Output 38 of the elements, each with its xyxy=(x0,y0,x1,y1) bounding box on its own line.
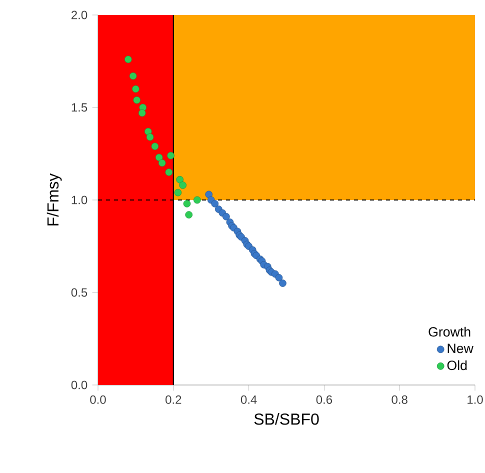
x-tick-label: 0.2 xyxy=(166,395,182,404)
point xyxy=(144,128,152,136)
x-tick-label: 0.8 xyxy=(392,395,408,404)
point xyxy=(124,56,132,64)
x-tick-label: 0.0 xyxy=(90,395,106,404)
x-tick-label: 0.6 xyxy=(316,395,332,404)
point xyxy=(176,176,184,184)
y-tick-label: 0.5 xyxy=(71,288,88,297)
point xyxy=(193,196,201,204)
point xyxy=(151,142,159,150)
point xyxy=(167,152,174,160)
point xyxy=(275,274,283,282)
point xyxy=(133,96,141,104)
point xyxy=(129,72,137,80)
y-tick-label: 1.5 xyxy=(72,103,88,112)
point xyxy=(211,200,219,208)
point xyxy=(222,212,230,220)
point xyxy=(155,154,163,162)
point xyxy=(146,133,154,141)
point xyxy=(185,211,193,218)
point xyxy=(179,182,186,189)
point xyxy=(279,280,286,287)
point xyxy=(183,200,191,208)
point xyxy=(132,85,140,93)
legend-title: Growth xyxy=(428,326,470,337)
point xyxy=(174,188,182,196)
x-tick-label: 1.0 xyxy=(468,395,483,404)
legend-label: Old xyxy=(447,360,467,370)
y-tick-label: 2.0 xyxy=(72,10,88,20)
legend-label: New xyxy=(448,344,474,354)
x-axis-title: SB/SBF0 xyxy=(254,413,319,425)
point xyxy=(158,159,166,167)
y-tick-label: 0.0 xyxy=(71,380,88,390)
y-tick-label: 1.0 xyxy=(72,196,88,204)
x-tick-label: 0.4 xyxy=(240,395,257,404)
point xyxy=(138,109,146,117)
y-axis-title: F/Fmsy xyxy=(46,173,62,226)
point xyxy=(165,168,173,176)
